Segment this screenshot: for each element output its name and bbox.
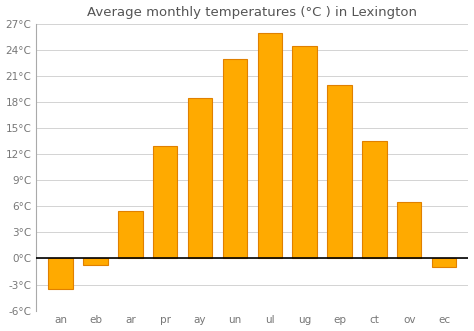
Bar bbox=[188, 98, 212, 259]
Bar bbox=[362, 141, 386, 259]
Title: Average monthly temperatures (°C ) in Lexington: Average monthly temperatures (°C ) in Le… bbox=[87, 6, 418, 19]
Bar bbox=[83, 259, 108, 265]
Bar bbox=[292, 46, 317, 259]
Bar bbox=[257, 32, 282, 259]
Bar bbox=[432, 259, 456, 267]
Bar bbox=[153, 146, 177, 259]
Bar bbox=[328, 85, 352, 259]
Bar bbox=[223, 59, 247, 259]
Bar bbox=[397, 202, 421, 259]
Bar bbox=[118, 211, 143, 259]
Bar bbox=[48, 259, 73, 289]
